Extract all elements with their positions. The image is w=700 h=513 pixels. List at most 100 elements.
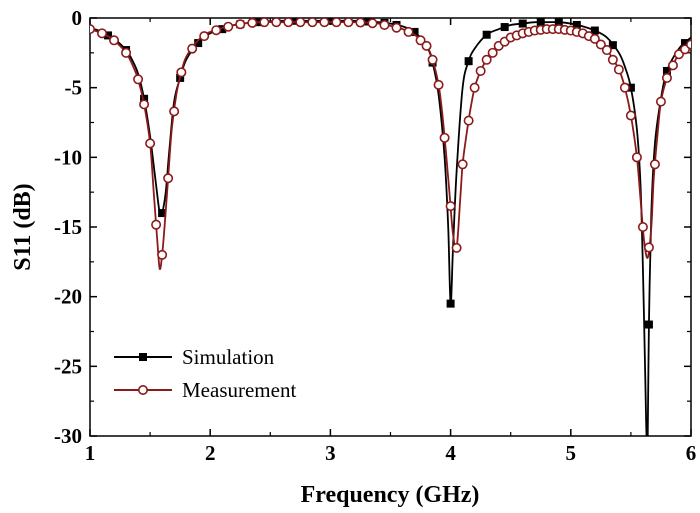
data-point-measurement [97, 28, 108, 39]
data-point-simulation [464, 57, 473, 66]
legend-marker-simulation [139, 353, 147, 361]
data-point-measurement [187, 43, 198, 54]
data-point-measurement [457, 159, 468, 170]
data-point-measurement [331, 18, 342, 28]
data-point-measurement [367, 18, 378, 29]
x-tick-label: 4 [445, 441, 456, 465]
data-point-simulation [194, 39, 203, 48]
data-point-measurement [631, 152, 642, 163]
x-axis-title: Frequency (GHz) [301, 482, 480, 508]
data-point-measurement [487, 47, 498, 58]
data-point-simulation [218, 25, 227, 34]
legend-marker-measurement [138, 384, 149, 395]
data-point-simulation [608, 41, 617, 50]
data-point-measurement [439, 132, 450, 143]
data-point-measurement [109, 35, 120, 46]
tick-labels: 1 2 3 4 5 6 0 -5 -10 -15 -20 -25 -30 [54, 6, 696, 465]
series-line-measurement [90, 21, 691, 271]
data-point-measurement [151, 219, 162, 230]
data-point-measurement [403, 26, 414, 37]
data-point-measurement [121, 47, 132, 58]
data-point-measurement [433, 79, 444, 90]
data-point-measurement [601, 45, 612, 56]
data-point-simulation [644, 320, 653, 329]
data-point-measurement [379, 19, 390, 30]
data-point-measurement [637, 222, 648, 233]
data-point-measurement [463, 115, 474, 126]
y-axis-title: S11 (dB) [10, 183, 36, 270]
data-point-measurement [607, 54, 618, 65]
legend-label-simulation: Simulation [182, 345, 275, 369]
data-point-measurement [133, 74, 144, 85]
y-tick-label: -5 [65, 76, 83, 100]
y-tick-label: 0 [72, 6, 83, 30]
series-layer [90, 18, 691, 436]
data-point-measurement [176, 67, 187, 78]
legend-label-measurement: Measurement [182, 378, 296, 402]
data-point-simulation [500, 23, 509, 32]
data-point-measurement [235, 19, 246, 30]
data-point-measurement [343, 18, 354, 28]
data-point-measurement [199, 31, 210, 42]
data-point-simulation [158, 209, 167, 218]
data-point-measurement [157, 249, 168, 260]
data-point-simulation [554, 18, 563, 27]
x-tick-label: 6 [686, 441, 697, 465]
data-point-measurement [145, 138, 156, 149]
data-point-measurement [643, 242, 654, 253]
data-point-simulation [572, 20, 581, 29]
data-point-measurement [211, 25, 222, 36]
x-tick-label: 5 [566, 441, 577, 465]
data-point-simulation [536, 18, 545, 27]
data-point-simulation [626, 83, 635, 92]
data-point-simulation [410, 27, 419, 36]
data-point-measurement [355, 18, 366, 28]
data-point-measurement [247, 18, 258, 28]
data-point-measurement [307, 18, 318, 28]
data-point-measurement [655, 96, 666, 107]
data-point-simulation [680, 39, 689, 48]
data-point-simulation [518, 19, 527, 28]
data-point-measurement [427, 54, 438, 65]
y-tick-label: -25 [54, 354, 82, 378]
data-point-measurement [625, 110, 636, 121]
data-point-measurement [421, 40, 432, 51]
data-point-measurement [613, 64, 624, 75]
data-point-measurement [283, 18, 294, 28]
x-tick-label: 1 [85, 441, 96, 465]
x-tick-label: 3 [325, 441, 336, 465]
data-point-measurement [319, 18, 330, 28]
data-point-simulation [590, 26, 599, 35]
data-point-measurement [686, 39, 691, 50]
y-tick-label: -20 [54, 285, 82, 309]
data-point-measurement [469, 82, 480, 93]
data-point-measurement [139, 99, 150, 110]
data-point-measurement [649, 159, 660, 170]
y-tick-label: -15 [54, 215, 82, 239]
data-point-measurement [481, 54, 492, 65]
x-tick-label: 2 [205, 441, 216, 465]
data-point-measurement [163, 173, 174, 184]
data-point-simulation [140, 94, 149, 103]
data-point-measurement [295, 18, 306, 28]
data-point-measurement [451, 242, 462, 253]
data-point-measurement [445, 201, 456, 212]
y-tick-label: -30 [54, 424, 82, 448]
data-point-measurement [595, 39, 606, 50]
legend: Simulation Measurement [114, 345, 296, 402]
data-point-measurement [415, 35, 426, 46]
data-point-measurement [223, 21, 234, 32]
data-point-simulation [446, 299, 455, 308]
data-point-measurement [475, 65, 486, 76]
data-point-simulation [482, 30, 491, 39]
data-point-measurement [271, 18, 282, 28]
data-point-measurement [667, 60, 678, 71]
data-point-measurement [589, 33, 600, 44]
data-point-measurement [661, 72, 672, 83]
data-point-simulation [662, 66, 671, 75]
data-point-measurement [259, 18, 270, 28]
y-tick-label: -10 [54, 145, 82, 169]
data-point-measurement [619, 82, 630, 93]
plot-frame [89, 17, 692, 437]
